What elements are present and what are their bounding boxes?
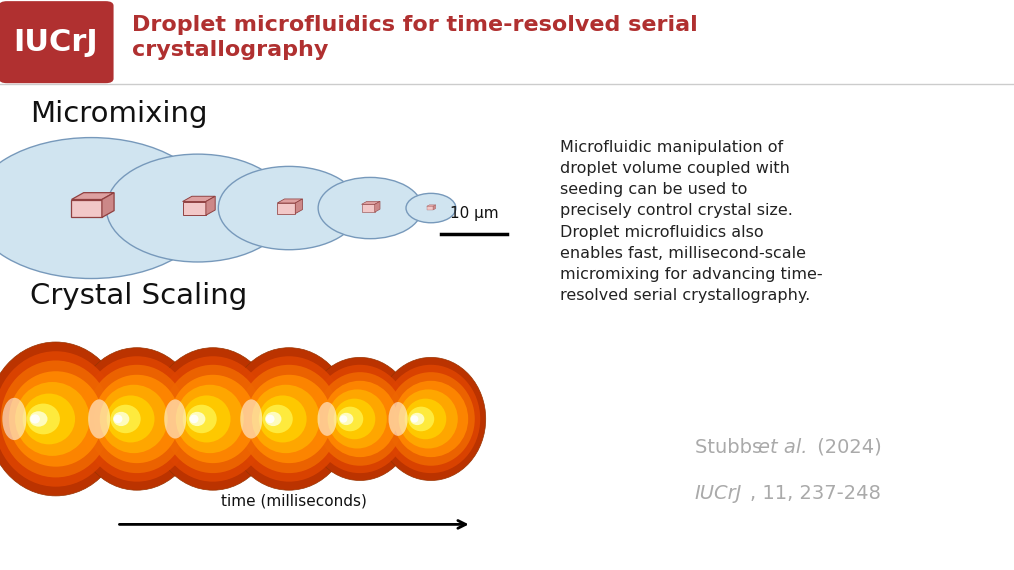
Ellipse shape [88, 400, 111, 438]
Ellipse shape [328, 389, 386, 449]
Ellipse shape [218, 166, 360, 250]
Ellipse shape [106, 154, 289, 262]
Ellipse shape [183, 396, 230, 442]
Ellipse shape [74, 348, 200, 490]
Ellipse shape [26, 404, 60, 434]
Ellipse shape [111, 405, 141, 433]
Ellipse shape [80, 356, 194, 482]
Ellipse shape [263, 405, 293, 433]
Ellipse shape [226, 348, 352, 490]
Ellipse shape [113, 412, 130, 426]
Polygon shape [277, 203, 295, 214]
Ellipse shape [232, 356, 346, 482]
Ellipse shape [150, 348, 276, 490]
Ellipse shape [259, 396, 306, 442]
Ellipse shape [266, 415, 275, 423]
Polygon shape [362, 204, 375, 212]
Polygon shape [206, 196, 215, 215]
Text: time (milliseconds): time (milliseconds) [221, 494, 367, 508]
Ellipse shape [340, 416, 348, 422]
Ellipse shape [305, 357, 415, 481]
Ellipse shape [240, 400, 263, 438]
Polygon shape [375, 201, 380, 212]
Ellipse shape [187, 405, 217, 433]
Ellipse shape [94, 375, 179, 463]
Polygon shape [427, 205, 436, 206]
Ellipse shape [411, 416, 419, 422]
Ellipse shape [106, 396, 154, 442]
Ellipse shape [265, 412, 282, 426]
Ellipse shape [1, 360, 111, 478]
Ellipse shape [310, 365, 410, 473]
Ellipse shape [175, 385, 243, 453]
Polygon shape [295, 199, 302, 214]
Ellipse shape [86, 365, 188, 473]
Text: (2024): (2024) [811, 438, 882, 457]
Ellipse shape [406, 193, 456, 223]
Ellipse shape [114, 415, 123, 423]
Ellipse shape [164, 400, 187, 438]
Ellipse shape [238, 365, 340, 473]
Polygon shape [427, 206, 433, 210]
Ellipse shape [316, 372, 404, 466]
Ellipse shape [399, 389, 457, 449]
Ellipse shape [2, 398, 26, 440]
Ellipse shape [156, 356, 270, 482]
Ellipse shape [317, 402, 337, 436]
Ellipse shape [251, 385, 319, 453]
Ellipse shape [318, 177, 422, 239]
Polygon shape [101, 193, 114, 217]
Ellipse shape [405, 398, 446, 439]
Text: 10 μm: 10 μm [450, 206, 498, 221]
FancyBboxPatch shape [0, 1, 114, 83]
Ellipse shape [0, 351, 118, 487]
Ellipse shape [381, 365, 481, 473]
Ellipse shape [189, 412, 206, 426]
Text: Microfluidic manipulation of
droplet volume coupled with
seeding can be used to
: Microfluidic manipulation of droplet vol… [560, 140, 822, 303]
Polygon shape [71, 200, 101, 217]
Ellipse shape [30, 414, 40, 424]
Ellipse shape [334, 398, 375, 439]
Text: IUCrJ: IUCrJ [13, 28, 98, 56]
Ellipse shape [393, 381, 468, 457]
Ellipse shape [15, 382, 89, 456]
Ellipse shape [387, 372, 475, 466]
Text: Micromixing: Micromixing [30, 100, 208, 128]
Ellipse shape [339, 413, 354, 425]
Ellipse shape [408, 406, 434, 431]
Polygon shape [277, 199, 302, 203]
Text: Droplet microfluidics for time-resolved serial
crystallography: Droplet microfluidics for time-resolved … [132, 15, 698, 60]
Ellipse shape [162, 365, 264, 473]
Text: , 11, 237-248: , 11, 237-248 [750, 483, 881, 503]
Ellipse shape [0, 342, 125, 496]
Ellipse shape [388, 402, 408, 436]
Ellipse shape [376, 357, 486, 481]
Ellipse shape [170, 375, 256, 463]
Ellipse shape [190, 415, 199, 423]
Text: Stubbs: Stubbs [695, 438, 768, 457]
Polygon shape [71, 193, 114, 200]
Ellipse shape [9, 371, 102, 467]
Ellipse shape [29, 412, 48, 426]
Text: Crystal Scaling: Crystal Scaling [30, 282, 247, 311]
Ellipse shape [99, 385, 167, 453]
Text: IUCrJ: IUCrJ [695, 483, 742, 503]
Ellipse shape [22, 393, 75, 445]
Ellipse shape [322, 381, 397, 457]
Polygon shape [433, 205, 436, 210]
Polygon shape [183, 196, 215, 202]
Ellipse shape [337, 406, 363, 431]
Ellipse shape [410, 413, 425, 425]
Ellipse shape [0, 137, 211, 279]
Text: et al.: et al. [758, 438, 808, 457]
Polygon shape [183, 202, 206, 215]
Polygon shape [362, 201, 380, 204]
Ellipse shape [246, 375, 332, 463]
